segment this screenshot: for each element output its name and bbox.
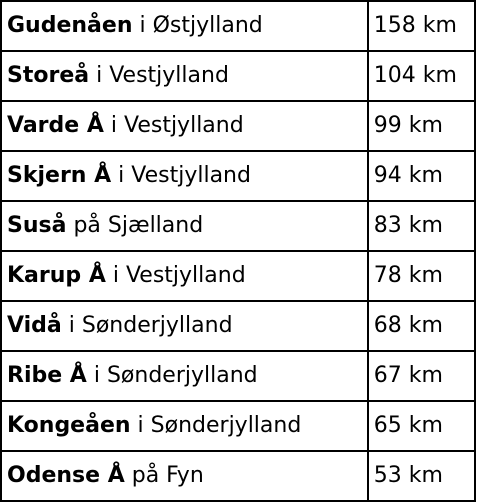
table-row: Gudenåen i Østjylland 158 km bbox=[0, 0, 477, 52]
river-cell: Vidå i Sønderjylland bbox=[0, 300, 369, 352]
river-length: 53 km bbox=[366, 450, 477, 502]
river-cell: Kongeåen i Sønderjylland bbox=[0, 400, 369, 452]
river-length: 68 km bbox=[366, 300, 477, 352]
table-row: Kongeåen i Sønderjylland 65 km bbox=[0, 400, 477, 452]
river-cell: Karup Å i Vestjylland bbox=[0, 250, 369, 302]
table-row: Karup Å i Vestjylland 78 km bbox=[0, 250, 477, 302]
river-name: Odense Å bbox=[7, 463, 125, 488]
river-region: i Vestjylland bbox=[96, 63, 229, 88]
table-row: Suså på Sjælland 83 km bbox=[0, 200, 477, 252]
table-row: Storeå i Vestjylland 104 km bbox=[0, 50, 477, 102]
river-region: i Østjylland bbox=[139, 13, 263, 38]
river-cell: Storeå i Vestjylland bbox=[0, 50, 369, 102]
river-cell: Skjern Å i Vestjylland bbox=[0, 150, 369, 202]
river-cell: Varde Å i Vestjylland bbox=[0, 100, 369, 152]
river-length: 158 km bbox=[366, 0, 477, 52]
river-region: i Sønderjylland bbox=[93, 363, 258, 388]
river-region: i Sønderjylland bbox=[137, 413, 302, 438]
river-name: Gudenåen bbox=[7, 13, 133, 38]
table-row: Skjern Å i Vestjylland 94 km bbox=[0, 150, 477, 202]
river-cell: Odense Å på Fyn bbox=[0, 450, 369, 502]
table-row: Varde Å i Vestjylland 99 km bbox=[0, 100, 477, 152]
river-name: Kongeåen bbox=[7, 413, 131, 438]
river-name: Karup Å bbox=[7, 263, 106, 288]
river-region: i Vestjylland bbox=[112, 263, 246, 288]
river-length: 83 km bbox=[366, 200, 477, 252]
river-cell: Ribe Å i Sønderjylland bbox=[0, 350, 369, 402]
river-name: Suså bbox=[7, 213, 67, 238]
river-length: 94 km bbox=[366, 150, 477, 202]
river-name: Ribe Å bbox=[7, 363, 87, 388]
river-name: Storeå bbox=[7, 63, 90, 88]
river-region: på Sjælland bbox=[73, 213, 204, 238]
river-name: Varde Å bbox=[7, 113, 104, 138]
table-row: Vidå i Sønderjylland 68 km bbox=[0, 300, 477, 352]
river-length: 67 km bbox=[366, 350, 477, 402]
river-cell: Suså på Sjælland bbox=[0, 200, 369, 252]
river-region: i Vestjylland bbox=[118, 163, 251, 188]
river-region: i Vestjylland bbox=[110, 113, 244, 138]
river-length: 78 km bbox=[366, 250, 477, 302]
river-name: Vidå bbox=[7, 313, 62, 338]
river-length: 99 km bbox=[366, 100, 477, 152]
table-row: Ribe Å i Sønderjylland 67 km bbox=[0, 350, 477, 402]
river-cell: Gudenåen i Østjylland bbox=[0, 0, 369, 52]
river-name: Skjern Å bbox=[7, 163, 112, 188]
river-region: i Sønderjylland bbox=[68, 313, 233, 338]
river-length: 65 km bbox=[366, 400, 477, 452]
table-row: Odense Å på Fyn 53 km bbox=[0, 450, 477, 502]
river-region: på Fyn bbox=[131, 463, 204, 488]
river-length: 104 km bbox=[366, 50, 477, 102]
